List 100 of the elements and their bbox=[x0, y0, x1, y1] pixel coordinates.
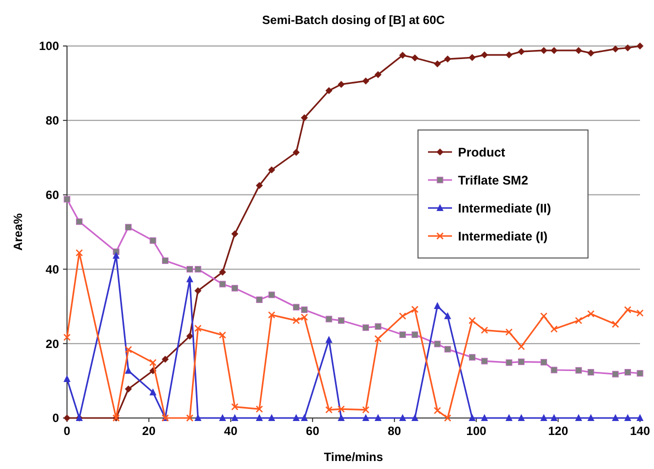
point bbox=[362, 406, 370, 414]
point bbox=[256, 414, 263, 421]
point bbox=[362, 414, 370, 421]
point bbox=[76, 249, 83, 256]
point bbox=[624, 44, 632, 52]
point bbox=[480, 414, 488, 421]
point bbox=[506, 414, 513, 421]
point bbox=[186, 275, 194, 282]
point bbox=[612, 370, 619, 378]
point bbox=[194, 287, 202, 294]
point bbox=[575, 46, 582, 54]
point bbox=[550, 414, 558, 421]
point bbox=[125, 224, 132, 230]
point bbox=[480, 51, 488, 58]
point bbox=[232, 284, 238, 292]
point bbox=[434, 302, 441, 310]
legend-label: Intermediate (II) bbox=[458, 201, 552, 216]
point bbox=[325, 336, 332, 343]
point bbox=[550, 325, 558, 333]
point bbox=[64, 374, 70, 382]
point bbox=[518, 414, 525, 421]
legend-label: Triflate SM2 bbox=[458, 173, 528, 188]
point bbox=[636, 42, 644, 50]
point bbox=[374, 414, 382, 421]
point bbox=[540, 358, 548, 366]
point bbox=[505, 328, 513, 336]
x-tick-label: 40 bbox=[224, 424, 238, 438]
point bbox=[362, 324, 370, 331]
point bbox=[444, 312, 452, 320]
point bbox=[231, 230, 238, 238]
x-tick-label: 0 bbox=[64, 424, 71, 438]
point bbox=[575, 414, 582, 421]
point bbox=[325, 406, 333, 414]
point bbox=[219, 268, 226, 276]
point bbox=[444, 414, 452, 422]
point bbox=[411, 54, 418, 62]
legend-label: Product bbox=[458, 145, 506, 160]
point bbox=[398, 312, 406, 320]
point bbox=[231, 414, 238, 421]
point bbox=[194, 266, 202, 272]
point bbox=[124, 385, 132, 392]
point bbox=[506, 51, 513, 58]
point bbox=[124, 366, 132, 374]
point bbox=[149, 358, 157, 366]
point bbox=[374, 71, 382, 78]
x-tick-label: 60 bbox=[306, 424, 320, 438]
point bbox=[362, 77, 370, 84]
point bbox=[301, 306, 308, 313]
x-tick-label: 100 bbox=[466, 424, 487, 438]
point bbox=[338, 317, 344, 324]
point bbox=[636, 309, 644, 317]
point bbox=[468, 414, 476, 421]
point bbox=[256, 182, 263, 189]
point bbox=[268, 292, 275, 298]
point bbox=[411, 414, 418, 421]
point bbox=[444, 56, 452, 63]
point bbox=[518, 48, 525, 56]
point bbox=[326, 316, 332, 322]
point bbox=[150, 237, 156, 244]
point bbox=[624, 368, 631, 376]
point bbox=[587, 310, 595, 318]
point bbox=[218, 331, 226, 339]
point bbox=[292, 304, 300, 310]
point bbox=[399, 331, 406, 338]
y-tick-label: 20 bbox=[46, 336, 60, 351]
point bbox=[76, 218, 83, 225]
x-tick-label: 80 bbox=[388, 424, 402, 438]
point bbox=[481, 358, 488, 364]
point bbox=[412, 331, 418, 338]
y-axis-title: Area% bbox=[11, 212, 25, 251]
point bbox=[480, 326, 488, 334]
point bbox=[540, 414, 548, 421]
point bbox=[434, 340, 441, 348]
point bbox=[268, 414, 276, 421]
point bbox=[231, 403, 238, 410]
y-tick-label: 0 bbox=[52, 411, 60, 426]
x-tick-label: 140 bbox=[630, 424, 650, 438]
point bbox=[338, 405, 345, 413]
point bbox=[186, 266, 194, 272]
point bbox=[186, 332, 194, 340]
point bbox=[162, 356, 169, 363]
point bbox=[540, 312, 548, 320]
x-tick-label: 120 bbox=[548, 424, 568, 438]
x-axis-title: Time/mins bbox=[324, 450, 384, 464]
point bbox=[434, 406, 442, 414]
point bbox=[300, 414, 308, 421]
point bbox=[468, 316, 476, 324]
y-tick-label: 80 bbox=[46, 114, 60, 128]
point bbox=[112, 252, 120, 259]
point bbox=[468, 354, 476, 361]
point bbox=[338, 414, 345, 421]
point bbox=[186, 414, 194, 422]
point bbox=[468, 54, 476, 62]
point bbox=[162, 257, 168, 264]
point bbox=[506, 359, 512, 366]
point bbox=[149, 388, 156, 396]
point bbox=[64, 196, 70, 203]
y-tick-label: 100 bbox=[38, 39, 60, 54]
point bbox=[550, 46, 558, 54]
y-tick-label: 40 bbox=[46, 262, 60, 276]
